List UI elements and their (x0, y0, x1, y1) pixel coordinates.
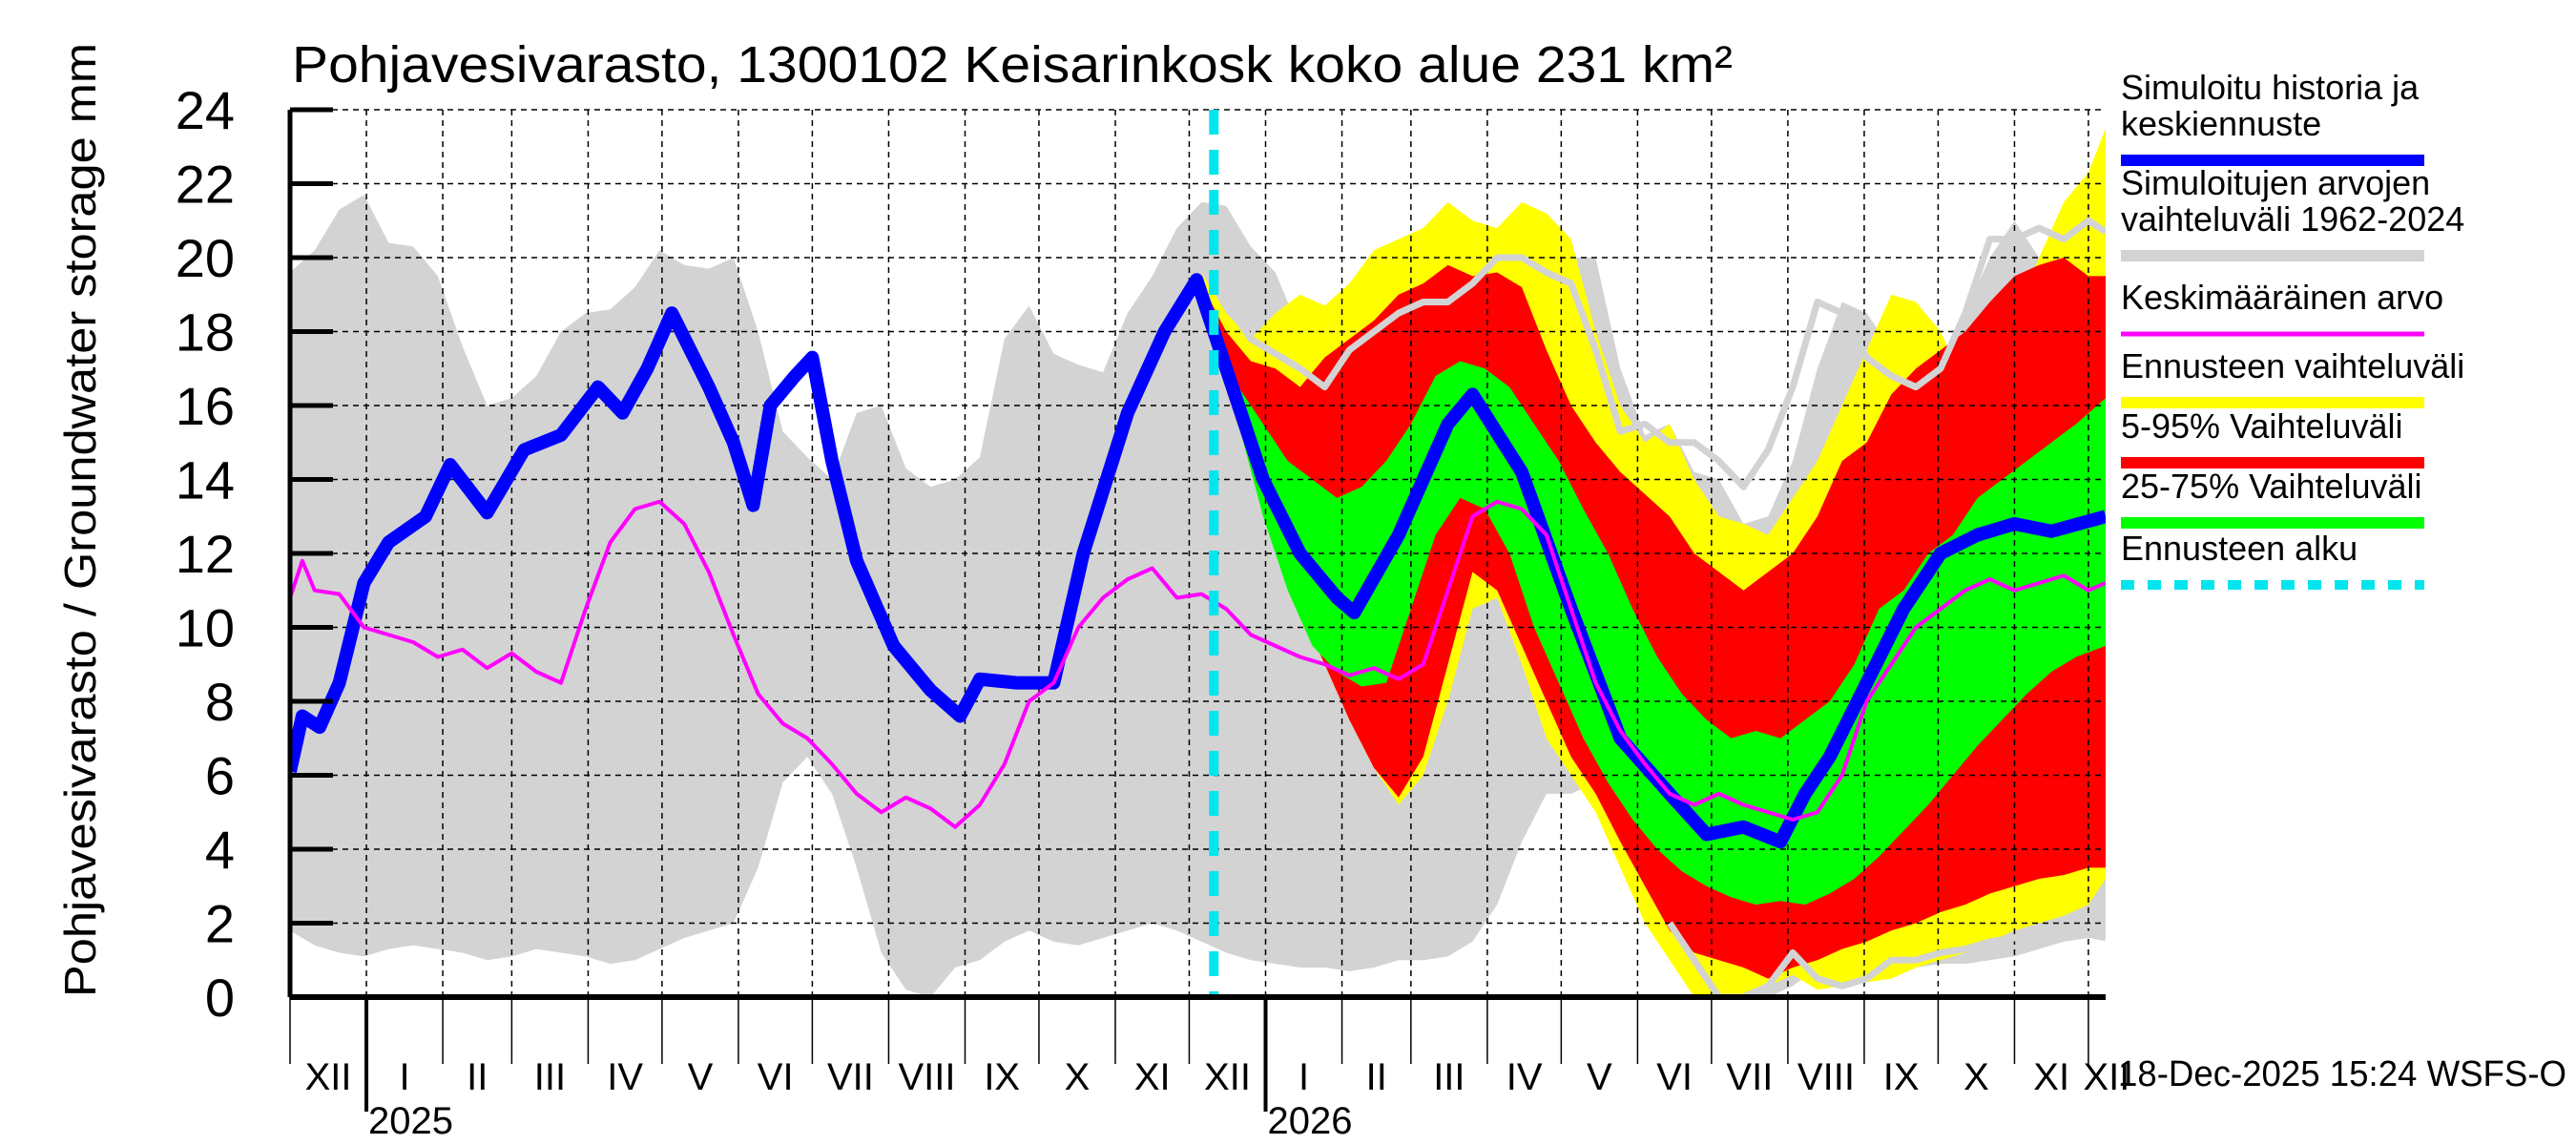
x-month-label: VIII (1797, 1056, 1855, 1098)
x-month-label: VII (827, 1056, 874, 1098)
chart-title: Pohjavesivarasto, 1300102 Keisarinkosk k… (292, 36, 1733, 94)
grid-layer (290, 109, 2106, 997)
x-month-label: IX (984, 1056, 1020, 1098)
x-year-label: 2026 (1268, 1100, 1353, 1142)
series-keskim-r-inen-arvo (290, 499, 2106, 829)
x-month-label: VI (1656, 1056, 1693, 1098)
x-month-label: XI (2033, 1056, 2069, 1098)
y-tick-label: 0 (205, 968, 235, 1028)
x-year-label: 2025 (368, 1100, 453, 1142)
y-tick-label: 14 (176, 450, 235, 510)
x-month-label: V (1587, 1056, 1612, 1098)
y-tick-label: 10 (176, 598, 235, 658)
y-tick-label: 22 (176, 155, 235, 215)
y-tick-label: 12 (176, 524, 235, 584)
legend-label: Simuloitu historia ja (2121, 68, 2420, 107)
bands-layer (290, 128, 2106, 997)
series-ennusteen-min-harmaa-viiva- (1667, 921, 2106, 997)
legend-label: vaihteluväli 1962-2024 (2121, 199, 2464, 239)
x-month-label: XI (1134, 1056, 1171, 1098)
legend-label: Ennusteen vaihteluväli (2121, 346, 2464, 385)
legend-label: Keskimääräinen arvo (2121, 278, 2443, 317)
x-month-label: XII (2084, 1056, 2130, 1098)
x-month-label: VII (1726, 1056, 1773, 1098)
x-month-label: IV (607, 1056, 643, 1098)
legend-label: 25-75% Vaihteluväli (2121, 467, 2422, 506)
x-month-label: XII (1204, 1056, 1251, 1098)
x-month-label: V (688, 1056, 714, 1098)
x-month-label: I (400, 1056, 410, 1098)
y-tick-label: 4 (205, 820, 235, 880)
y-tick-label: 18 (176, 302, 235, 363)
legend-label: 5-95% Vaihteluväli (2121, 406, 2403, 446)
timestamp: 18-Dec-2025 15:24 WSFS-O (2118, 1054, 2566, 1094)
y-tick-label: 20 (176, 228, 235, 288)
band-25-75-vaihteluv-li (1215, 349, 2106, 906)
x-month-label: X (1963, 1056, 1989, 1098)
y-tick-label: 16 (176, 376, 235, 436)
x-month-label: III (534, 1056, 566, 1098)
lines-layer (290, 110, 2106, 997)
y-tick-label: 6 (205, 746, 235, 806)
legend-label: Simuloitujen arvojen (2121, 163, 2430, 202)
legend-label: keskiennuste (2121, 104, 2321, 143)
x-month-label: I (1298, 1056, 1309, 1098)
legend-label: Ennusteen alku (2121, 529, 2358, 568)
x-month-label: X (1065, 1056, 1091, 1098)
x-month-label: IX (1883, 1056, 1920, 1098)
x-month-label: II (467, 1056, 488, 1098)
x-month-label: IV (1506, 1056, 1543, 1098)
x-month-label: XII (305, 1056, 352, 1098)
series-ennusteen-max-harmaa-viiva- (1211, 217, 2106, 490)
x-month-label: VIII (898, 1056, 955, 1098)
x-month-label: III (1433, 1056, 1465, 1098)
y-tick-label: 8 (205, 672, 235, 732)
y-tick-label: 24 (176, 80, 235, 140)
x-month-label: II (1366, 1056, 1387, 1098)
y-tick-label: 2 (205, 894, 235, 954)
x-month-label: VI (758, 1056, 794, 1098)
y-axis-label: Pohjavesivarasto / Groundwater storage m… (55, 43, 105, 997)
